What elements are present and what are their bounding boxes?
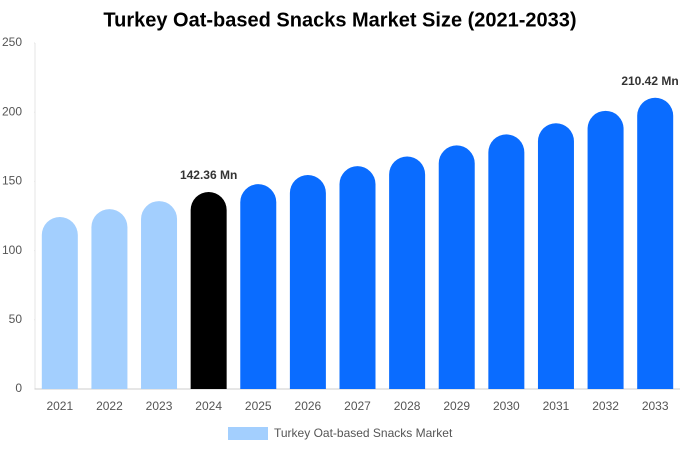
- bar: [190, 191, 227, 389]
- x-tick-label: 2031: [543, 399, 570, 413]
- y-tick-label: 50: [9, 312, 23, 326]
- legend-swatch: [228, 427, 268, 440]
- bar: [91, 209, 128, 389]
- y-tick-label: 100: [2, 243, 22, 257]
- bar: [339, 166, 376, 389]
- x-tick-label: 2028: [394, 399, 421, 413]
- x-tick-label: 2021: [46, 399, 73, 413]
- x-tick-label: 2033: [642, 399, 669, 413]
- x-tick-label: 2027: [344, 399, 371, 413]
- x-tick-label: 2032: [592, 399, 619, 413]
- y-tick-label: 200: [2, 104, 22, 118]
- bar: [587, 110, 624, 390]
- legend-label: Turkey Oat-based Snacks Market: [274, 426, 453, 440]
- x-tick-label: 2023: [146, 399, 173, 413]
- bar: [637, 97, 674, 389]
- value-label: 210.42 Mn: [621, 74, 678, 88]
- x-tick-label: 2022: [96, 399, 123, 413]
- bar: [240, 184, 277, 389]
- bar: [141, 201, 178, 389]
- bar: [537, 123, 574, 389]
- bar: [289, 175, 326, 389]
- value-label: 142.36 Mn: [180, 168, 237, 182]
- x-tick-label: 2025: [245, 399, 272, 413]
- y-tick-label: 0: [15, 381, 22, 395]
- x-tick-label: 2024: [195, 399, 222, 413]
- x-tick-label: 2029: [443, 399, 470, 413]
- y-tick-label: 150: [2, 174, 22, 188]
- chart-title: Turkey Oat-based Snacks Market Size (202…: [103, 9, 576, 31]
- bar: [488, 134, 525, 389]
- x-tick-label: 2030: [493, 399, 520, 413]
- bar: [438, 145, 475, 389]
- y-tick-label: 250: [2, 35, 22, 49]
- bar: [41, 216, 78, 389]
- bar: [389, 156, 426, 389]
- x-tick-label: 2026: [295, 399, 322, 413]
